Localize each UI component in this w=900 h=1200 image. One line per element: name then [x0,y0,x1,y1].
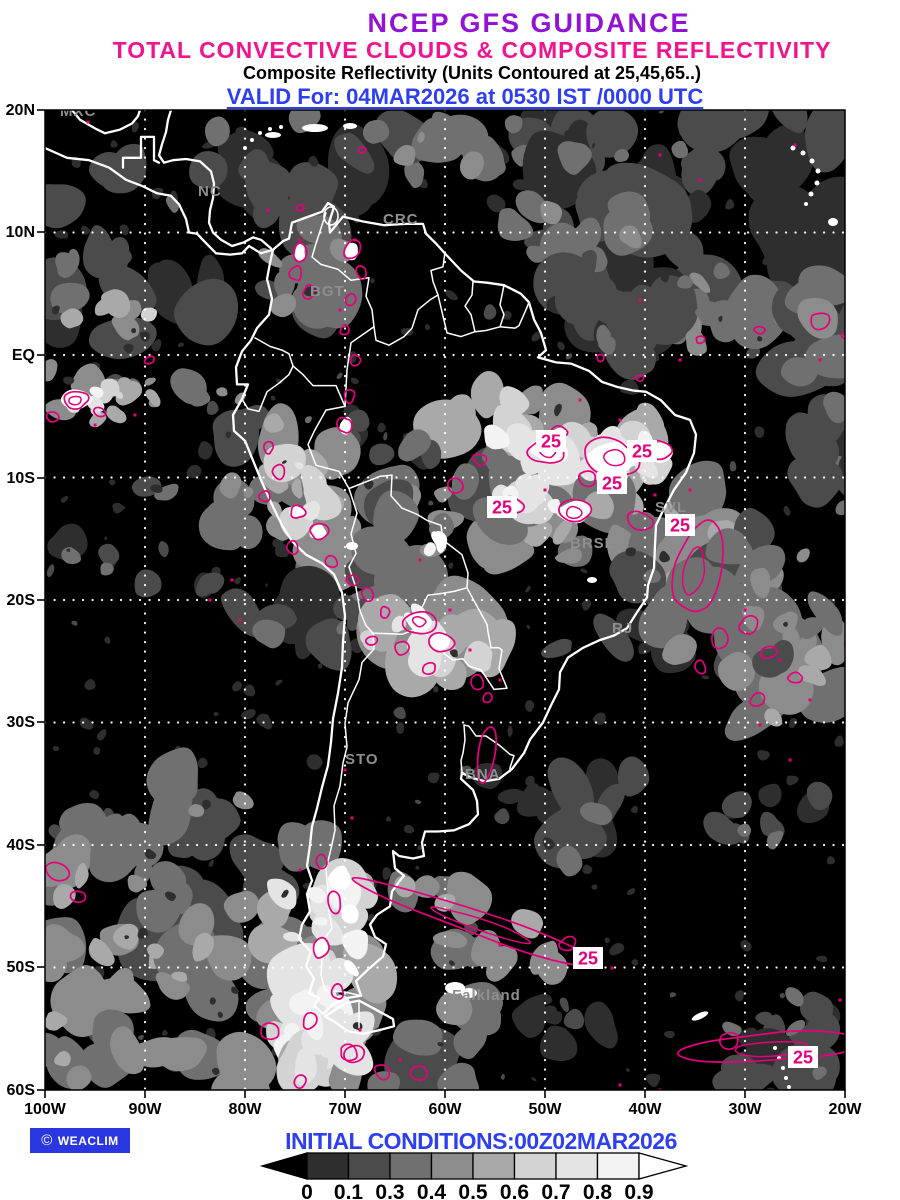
city-label: MXC [60,103,96,120]
contour-value-labels: 25 25 25 25 25 25 25 [487,430,818,1068]
city-label: NC [198,183,222,200]
lat-axis-label: 20S [7,592,36,609]
colorbar-segment [347,1152,391,1180]
colorbar-tick-label: 0.8 [583,1181,613,1200]
lon-axis-label: 70W [329,1101,363,1118]
city-label: STO [345,751,379,768]
axis-ticks [37,109,846,1098]
lon-axis-label: 100W [24,1101,67,1118]
copyright-icon: © [41,1132,53,1149]
lon-axis-label: 90W [129,1101,163,1118]
colorbar-tick-label: 0.3 [375,1181,404,1200]
colorbar-tick-label: 0.6 [500,1181,529,1200]
page-subtitle: TOTAL CONVECTIVE CLOUDS & COMPOSITE REFL… [112,37,832,63]
contour-value-label: 25 [632,442,652,462]
city-label: BGT [310,283,345,300]
colorbar-tick-label: 0.4 [417,1181,447,1200]
contour-value-label: 25 [492,498,512,518]
lat-axis-label: EQ [12,347,35,364]
lat-axis-label: 20N [6,102,35,119]
city-label: BRSL [570,535,615,552]
initial-conditions-text: INITIAL CONDITIONS:00Z02MAR2026 [285,1128,677,1154]
city-label: RJ [612,620,633,637]
contour-value-label: 25 [541,432,561,452]
weaclim-logo[interactable]: © WEACLIM [30,1128,130,1153]
lon-axis-label: 50W [529,1101,563,1118]
lat-axis-label: 60S [7,1082,36,1099]
colorbar-tick-label: 0.7 [541,1181,570,1200]
graticule [45,110,845,1090]
city-label: CRC [383,211,419,228]
colorbar-segment [472,1152,516,1180]
coastlines [45,110,698,1035]
city-labels: MXC NC CRC BGT BRSL SVL RJ STO BNA Falkland [60,103,687,1004]
colorbar-segment [596,1152,640,1180]
colorbar-tick-label: 0 [301,1181,313,1200]
city-label: SVL [655,499,687,516]
city-label: Falkland [452,987,521,1004]
city-label: BNA [465,766,501,783]
contour-value-label: 25 [602,474,622,494]
reflectivity-contours [45,120,845,1090]
cloud-field [45,110,845,1090]
colorbar-segment [389,1152,433,1180]
lat-axis-label: 10N [6,224,35,241]
lat-axis-label: 50S [7,959,36,976]
lon-axis-label: 60W [429,1101,463,1118]
colorbar-segment [306,1152,350,1180]
colorbar-segment [555,1152,599,1180]
colorbar-segment [430,1152,474,1180]
colorbar-left-arrow [259,1152,308,1180]
contour-value-label: 25 [578,949,598,969]
lat-axis-label: 10S [7,470,36,487]
lon-axis-label: 30W [729,1101,763,1118]
lon-axis-label: 80W [229,1101,263,1118]
colorbar-tick-label: 0.1 [334,1181,364,1200]
lon-axis-label: 40W [629,1101,663,1118]
colorbar-tick-label: 0.9 [624,1181,653,1200]
contour-value-label: 25 [793,1048,813,1068]
colorbar-tick-label: 0.5 [458,1181,488,1200]
contour-units-note: Composite Reflectivity (Units Contoured … [242,63,702,83]
weaclim-logo-label: WEACLIM [57,1133,119,1148]
valid-time-text: VALID For: 04MAR2026 at 0530 IST /0000 U… [226,84,704,109]
cloud-speckles-top [51,126,844,1082]
page-title: NCEP GFS GUIDANCE [367,8,691,38]
colorbar-segment [513,1152,557,1180]
contour-value-label: 25 [670,516,690,536]
lat-axis-label: 30S [7,714,36,731]
lat-axis-label: 40S [7,837,36,854]
colorbar-right-arrow [638,1152,689,1180]
axis-labels: 20N 10N EQ 10S 20S 30S 40S 50S 60S 100W 90W 80W 70W 6… [6,102,863,1118]
islands [243,123,838,1089]
lon-axis-label: 20W [829,1101,863,1118]
colorbar: 0 0.1 0.3 0.4 0.5 0.6 0.7 0.8 0.9 [259,1152,689,1200]
